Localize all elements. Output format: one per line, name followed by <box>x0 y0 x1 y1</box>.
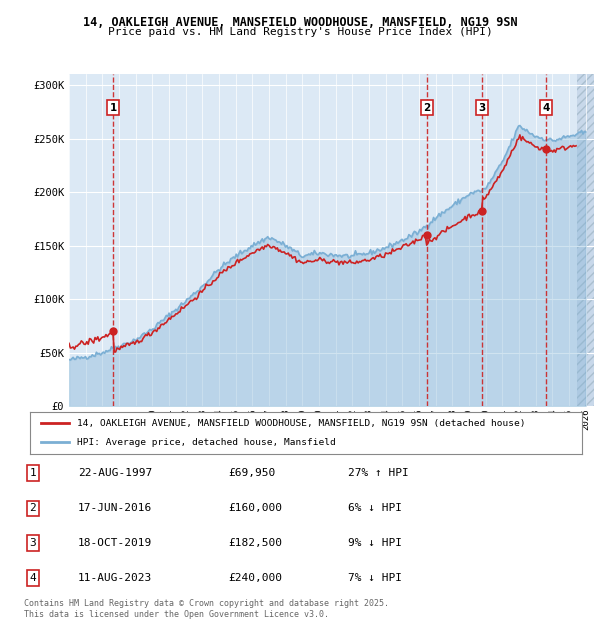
Text: 4: 4 <box>29 573 37 583</box>
Text: 2: 2 <box>29 503 37 513</box>
Bar <box>577 74 594 406</box>
Text: £182,500: £182,500 <box>228 538 282 548</box>
Text: 3: 3 <box>479 102 486 113</box>
Text: £69,950: £69,950 <box>228 468 275 478</box>
Text: Contains HM Land Registry data © Crown copyright and database right 2025.
This d: Contains HM Land Registry data © Crown c… <box>24 600 389 619</box>
Text: Price paid vs. HM Land Registry's House Price Index (HPI): Price paid vs. HM Land Registry's House … <box>107 27 493 37</box>
Text: 1: 1 <box>29 468 37 478</box>
Text: HPI: Average price, detached house, Mansfield: HPI: Average price, detached house, Mans… <box>77 438 335 447</box>
Text: 7% ↓ HPI: 7% ↓ HPI <box>348 573 402 583</box>
Text: 9% ↓ HPI: 9% ↓ HPI <box>348 538 402 548</box>
Text: 27% ↑ HPI: 27% ↑ HPI <box>348 468 409 478</box>
Text: 17-JUN-2016: 17-JUN-2016 <box>78 503 152 513</box>
Text: 14, OAKLEIGH AVENUE, MANSFIELD WOODHOUSE, MANSFIELD, NG19 9SN: 14, OAKLEIGH AVENUE, MANSFIELD WOODHOUSE… <box>83 16 517 29</box>
Text: 18-OCT-2019: 18-OCT-2019 <box>78 538 152 548</box>
Text: 1: 1 <box>109 102 116 113</box>
Text: 3: 3 <box>29 538 37 548</box>
Text: 11-AUG-2023: 11-AUG-2023 <box>78 573 152 583</box>
Text: 22-AUG-1997: 22-AUG-1997 <box>78 468 152 478</box>
Text: 4: 4 <box>542 102 550 113</box>
Text: £160,000: £160,000 <box>228 503 282 513</box>
Bar <box>577 74 594 406</box>
Text: £240,000: £240,000 <box>228 573 282 583</box>
Text: 14, OAKLEIGH AVENUE, MANSFIELD WOODHOUSE, MANSFIELD, NG19 9SN (detached house): 14, OAKLEIGH AVENUE, MANSFIELD WOODHOUSE… <box>77 418 526 428</box>
Text: 6% ↓ HPI: 6% ↓ HPI <box>348 503 402 513</box>
Text: 2: 2 <box>423 102 430 113</box>
